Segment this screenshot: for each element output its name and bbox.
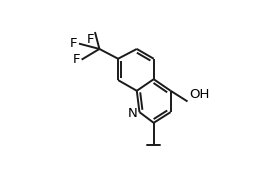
Text: F: F — [87, 33, 94, 46]
Text: OH: OH — [189, 88, 209, 101]
Text: F: F — [73, 53, 80, 66]
Text: N: N — [128, 106, 137, 120]
Text: F: F — [70, 37, 77, 50]
